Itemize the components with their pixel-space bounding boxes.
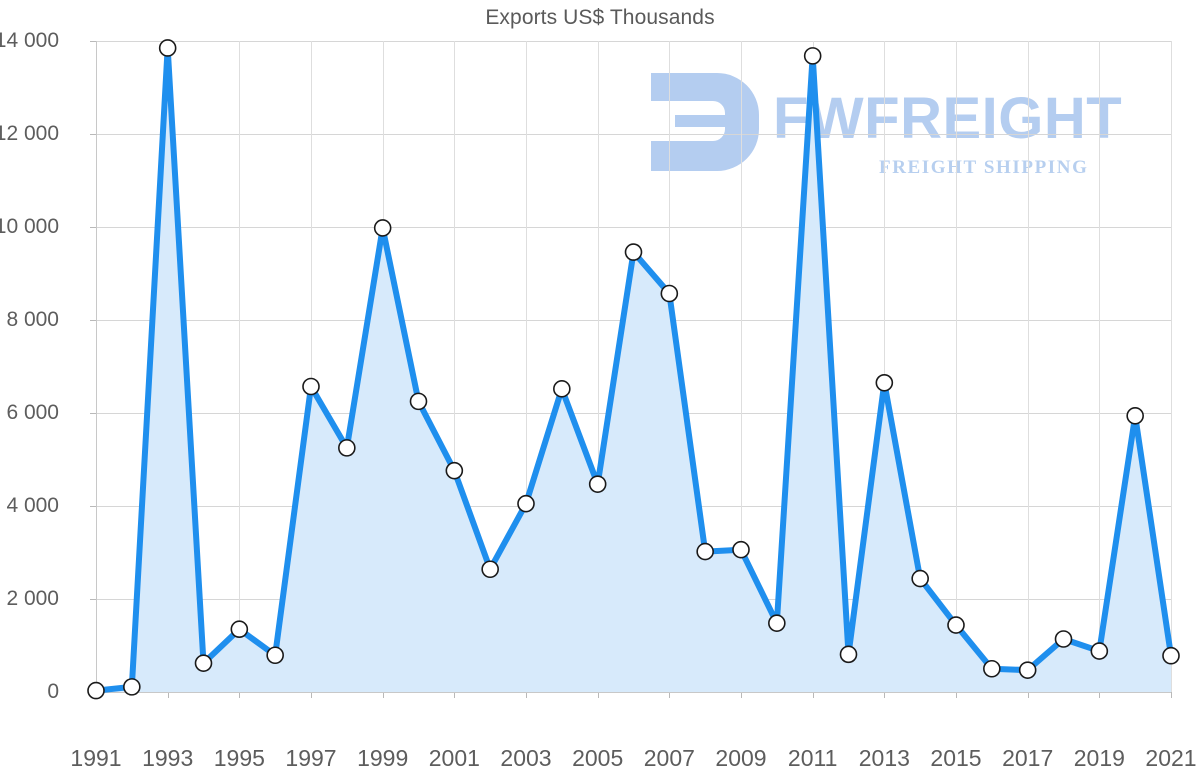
data-point-marker: 2011: 13680	[803, 47, 822, 65]
exports-series: 1991: 30 1992: 110 1993: 13850 1994: 620 199…	[87, 39, 1180, 700]
gridline-vertical	[311, 41, 312, 692]
gridline-vertical	[597, 41, 599, 692]
x-tick-mark	[1171, 692, 1172, 698]
chart-title: Exports US$ Thousands	[485, 6, 715, 29]
x-tick-label: 1995	[213, 745, 265, 771]
x-tick-label: 2007	[643, 745, 695, 771]
data-point-marker: 2008: 3020	[696, 542, 714, 561]
gridline-vertical	[454, 41, 456, 692]
x-tick-mark	[741, 692, 742, 698]
y-tick-mark	[90, 320, 96, 321]
gridline-vertical	[1027, 41, 1029, 692]
x-tick-mark	[884, 692, 886, 698]
gridline-horizontal	[96, 41, 1171, 42]
gridline-vertical	[884, 41, 886, 692]
data-point-marker: 2016: 500	[983, 659, 1001, 678]
data-point-marker: 1999: 9980	[373, 219, 392, 237]
gridline-horizontal	[96, 134, 1171, 135]
y-tick-mark	[90, 134, 96, 135]
data-point-marker: 2013: 6650	[875, 373, 894, 392]
x-tick-label: 2009	[715, 745, 767, 771]
x-tick-mark	[526, 692, 527, 698]
x-tick-mark	[454, 692, 456, 698]
gridline-vertical	[1099, 41, 1101, 692]
data-point-marker: 2009: 3060	[732, 540, 750, 559]
data-point-marker: 1998: 5250	[338, 439, 356, 457]
series-markers: 1991: 30 1992: 110 1993: 13850 1994: 620 199…	[87, 39, 1180, 700]
gridline-vertical	[526, 41, 527, 692]
x-tick-label: 2017	[1002, 745, 1054, 771]
x-tick-label: 2021	[1145, 745, 1197, 771]
x-tick-mark	[382, 692, 384, 698]
y-tick-label: 14 000	[0, 29, 59, 52]
x-tick-label: 2001	[428, 745, 480, 771]
gridline-vertical	[741, 41, 742, 692]
data-point-marker: 2006: 9460	[624, 243, 643, 261]
y-tick-label: 0	[47, 680, 59, 703]
x-tick-label: 2011	[787, 745, 838, 771]
data-point-marker: 1997: 6570	[302, 377, 320, 396]
x-tick-mark	[597, 692, 599, 698]
data-point-marker: 1991: 30	[87, 681, 105, 700]
x-tick-mark	[1027, 692, 1029, 698]
y-tick-mark	[90, 227, 96, 228]
x-tick-label: 1991	[70, 745, 122, 771]
data-point-marker: 2003: 4050	[517, 494, 535, 513]
y-tick-mark	[90, 413, 96, 414]
x-tick-mark	[956, 692, 957, 698]
series-area-fill	[96, 47, 1171, 693]
x-tick-label: 2005	[572, 745, 624, 771]
data-point-marker: 1993: 13850	[158, 39, 177, 57]
x-tick-mark	[1099, 692, 1101, 698]
x-tick-label: 1999	[357, 745, 409, 771]
y-tick-label: 4 000	[6, 494, 59, 517]
x-tick-mark	[239, 692, 241, 698]
x-tick-mark	[669, 692, 671, 698]
x-tick-label: 2013	[858, 745, 910, 771]
x-tick-mark	[812, 692, 814, 698]
data-point-marker: 2005: 4470	[588, 475, 607, 493]
x-tick-mark	[311, 692, 312, 698]
y-tick-label: 12 000	[0, 122, 59, 145]
gridline-vertical	[956, 41, 957, 692]
x-tick-mark	[167, 692, 169, 698]
gridline-vertical	[1171, 41, 1172, 692]
data-point-marker: 2012: 810	[839, 645, 858, 664]
x-axis-line	[96, 692, 1171, 693]
data-point-marker: 2018: 1140	[1054, 630, 1073, 648]
data-point-marker: 2004: 6520	[553, 380, 571, 398]
data-point-marker: 2007: 8570	[660, 284, 679, 303]
data-point-marker: 2014: 2440	[911, 569, 929, 588]
data-point-marker: 2017: 470	[1018, 661, 1037, 679]
data-point-marker: 2021: 780	[1162, 646, 1180, 665]
data-point-marker: 1994: 620	[194, 654, 213, 672]
x-tick-label: 2015	[930, 745, 982, 771]
x-tick-label: 2003	[500, 745, 552, 771]
y-tick-mark	[90, 599, 96, 600]
y-tick-label: 6 000	[6, 401, 59, 424]
gridline-horizontal	[96, 227, 1171, 228]
y-tick-mark	[90, 41, 96, 42]
data-point-marker: 2001: 4760	[445, 461, 464, 480]
data-point-marker: 2015: 1440	[947, 616, 965, 634]
x-tick-label: 1997	[285, 745, 337, 771]
data-point-marker: 2020: 5940	[1126, 406, 1144, 425]
data-point-marker: 1992: 110	[123, 678, 141, 696]
y-axis-line	[96, 41, 97, 692]
y-tick-label: 2 000	[6, 587, 59, 610]
y-tick-label: 8 000	[6, 308, 59, 331]
y-tick-label: 10 000	[0, 215, 59, 238]
x-tick-label: 2019	[1073, 745, 1125, 771]
data-point-marker: 1996: 790	[266, 646, 284, 665]
data-point-marker: 2019: 880	[1090, 642, 1109, 660]
data-point-marker: 2010: 1480	[768, 614, 786, 632]
x-tick-label: 1993	[142, 745, 194, 771]
gridline-vertical	[239, 41, 241, 692]
y-tick-mark	[90, 506, 96, 507]
data-point-marker: 2002: 2640	[481, 560, 499, 579]
data-point-marker: 1995: 1350	[230, 620, 249, 639]
